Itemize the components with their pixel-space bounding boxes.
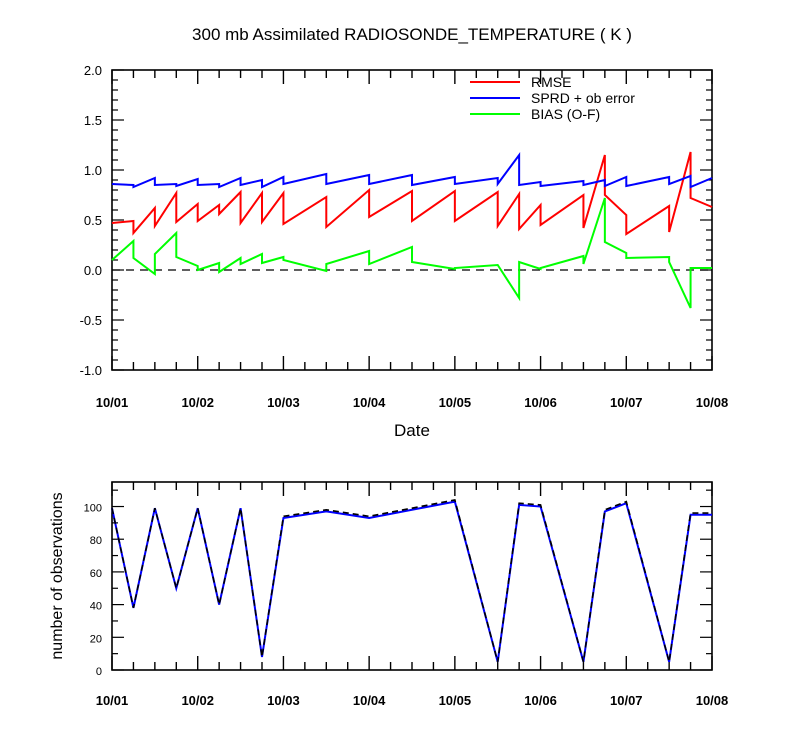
series-line-rmse [111,151,713,236]
assimilation-stats-chart: 300 mb Assimilated RADIOSONDE_TEMPERATUR… [80,25,729,440]
x-tick-label: 10/04 [353,395,386,410]
x-tick-label: 10/04 [353,693,386,708]
x-tick-label: 10/06 [524,395,557,410]
x-tick-label: 10/02 [181,693,214,708]
x-tick-label: 10/03 [267,693,300,708]
minor-ticks-bottom [111,482,713,671]
y-tick-label: 0.5 [84,213,102,228]
y-tick-label: 20 [90,633,102,645]
x-tick-label: 10/05 [439,395,472,410]
y-tick-label: 1.5 [84,113,102,128]
y-axis-label-bottom: number of observations [49,492,66,659]
series-lines-bottom [111,499,712,663]
chart-title: 300 mb Assimilated RADIOSONDE_TEMPERATUR… [192,25,632,44]
series-lines-top [111,151,713,309]
x-tick-label: 10/05 [439,693,472,708]
minor-ticks-top [111,69,713,371]
y-tick-label: 0 [96,666,102,678]
x-tick-label: 10/06 [524,693,557,708]
y-tick-label: -0.5 [80,313,102,328]
legend-label: SPRD + ob error [531,90,635,106]
x-tick-label: 10/01 [96,395,129,410]
y-tick-label: -1.0 [80,363,102,378]
y-tick-label: 2.0 [84,63,102,78]
x-tick-label: 10/01 [96,693,129,708]
x-tick-label: 10/02 [181,395,214,410]
series-line-bias-o-f [111,197,712,309]
y-tick-label: 100 [84,503,102,515]
legend-label: BIAS (O-F) [531,106,600,122]
y-tick-label: 60 [90,568,102,580]
series-line-possible-observations [111,499,712,663]
y-tick-labels-top: -1.0 -0.5 0.0 0.5 1.0 1.5 2.0 [80,63,102,378]
y-tick-label: 0.0 [84,263,102,278]
x-axis-label: Date [394,421,430,440]
series-line-sprd-ob-error [111,151,713,189]
series-line-used-observations [111,500,712,663]
y-tick-label: 1.0 [84,163,102,178]
y-tick-label: 40 [90,601,102,613]
x-tick-label: 10/08 [696,693,729,708]
x-tick-label: 10/08 [696,395,729,410]
x-tick-label: 10/07 [610,693,643,708]
x-tick-label: 10/03 [267,395,300,410]
legend-label: RMSE [531,74,571,90]
y-tick-label: 80 [90,535,102,547]
x-tick-label: 10/07 [610,395,643,410]
x-tick-labels-bottom: 10/01 10/02 10/03 10/04 10/05 10/06 10/07 10/08 [96,693,729,708]
y-tick-labels-bottom: 0 20 40 60 80 100 [84,503,102,678]
x-tick-labels-top: 10/01 10/02 10/03 10/04 10/05 10/06 10/07 10/08 [96,395,729,410]
